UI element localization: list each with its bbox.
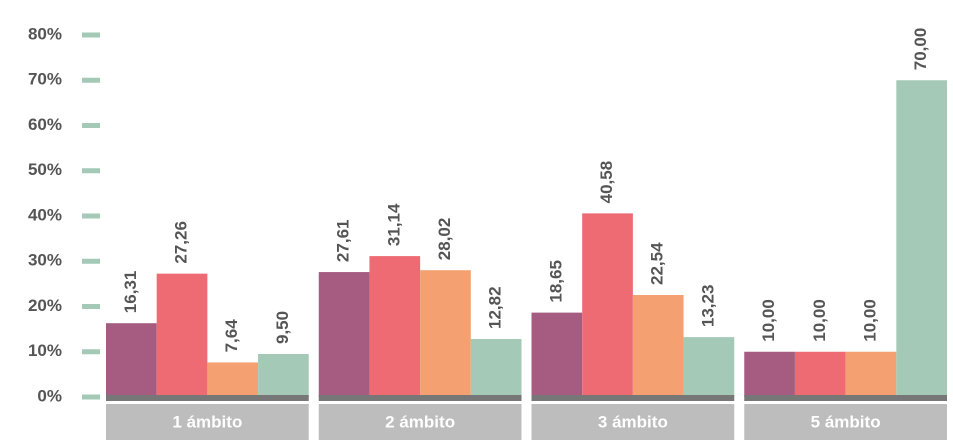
value-label: 31,14 — [384, 203, 403, 246]
bar — [258, 354, 309, 397]
category-box — [744, 404, 947, 440]
value-label: 40,58 — [597, 161, 616, 204]
value-label: 70,00 — [911, 28, 930, 71]
value-label: 10,00 — [810, 299, 829, 342]
x-tick-label: 1 ámbito — [172, 412, 242, 431]
x-tick-label: 3 ámbito — [598, 412, 668, 431]
y-tick-label: 50% — [28, 160, 62, 179]
baseline — [744, 395, 947, 401]
value-label: 27,61 — [334, 220, 353, 263]
category-box — [106, 404, 309, 440]
bar — [531, 312, 583, 397]
value-label: 13,23 — [698, 285, 717, 328]
value-label: 12,82 — [486, 286, 505, 329]
bar — [896, 80, 947, 397]
y-tick-mark — [82, 168, 100, 174]
bar — [106, 323, 157, 397]
value-label: 7,64 — [222, 319, 241, 353]
value-label: 22,54 — [648, 242, 667, 285]
value-label: 10,00 — [860, 299, 879, 342]
y-tick-mark — [82, 213, 100, 219]
value-label: 9,50 — [273, 311, 292, 344]
value-label: 16,31 — [121, 271, 140, 314]
y-tick-label: 10% — [28, 341, 62, 360]
y-tick-mark — [82, 349, 100, 355]
y-tick-mark — [82, 123, 100, 128]
y-tick-mark — [82, 32, 100, 38]
bar — [582, 213, 633, 397]
bar — [744, 351, 795, 397]
category-box — [531, 404, 735, 440]
baseline — [318, 395, 522, 401]
y-tick-label: 30% — [28, 251, 62, 270]
y-tick-label: 60% — [28, 115, 62, 134]
x-tick-label: 2 ámbito — [385, 412, 455, 431]
bar — [207, 362, 259, 397]
bar — [470, 338, 522, 397]
y-tick-label: 80% — [28, 24, 62, 43]
y-tick-label: 0% — [37, 386, 62, 405]
y-tick-mark — [82, 304, 100, 309]
y-tick-mark — [82, 258, 100, 264]
category-box — [318, 404, 522, 440]
y-tick-mark — [82, 394, 100, 400]
value-label: 10,00 — [759, 299, 778, 342]
bar — [420, 270, 471, 397]
bar — [632, 295, 684, 397]
bar — [369, 256, 421, 397]
bar — [845, 351, 897, 397]
bar — [156, 273, 208, 397]
baseline — [531, 395, 735, 401]
value-label: 27,26 — [172, 221, 191, 264]
value-label: 28,02 — [435, 218, 454, 261]
y-tick-label: 40% — [28, 205, 62, 224]
y-tick-label: 20% — [28, 296, 62, 315]
bar — [318, 272, 370, 397]
y-tick-mark — [82, 77, 100, 83]
bar — [794, 351, 846, 397]
x-tick-label: 5 ámbito — [811, 412, 881, 431]
value-label: 18,65 — [546, 260, 565, 303]
bar — [683, 337, 735, 397]
y-tick-label: 70% — [28, 70, 62, 89]
baseline — [106, 395, 309, 401]
